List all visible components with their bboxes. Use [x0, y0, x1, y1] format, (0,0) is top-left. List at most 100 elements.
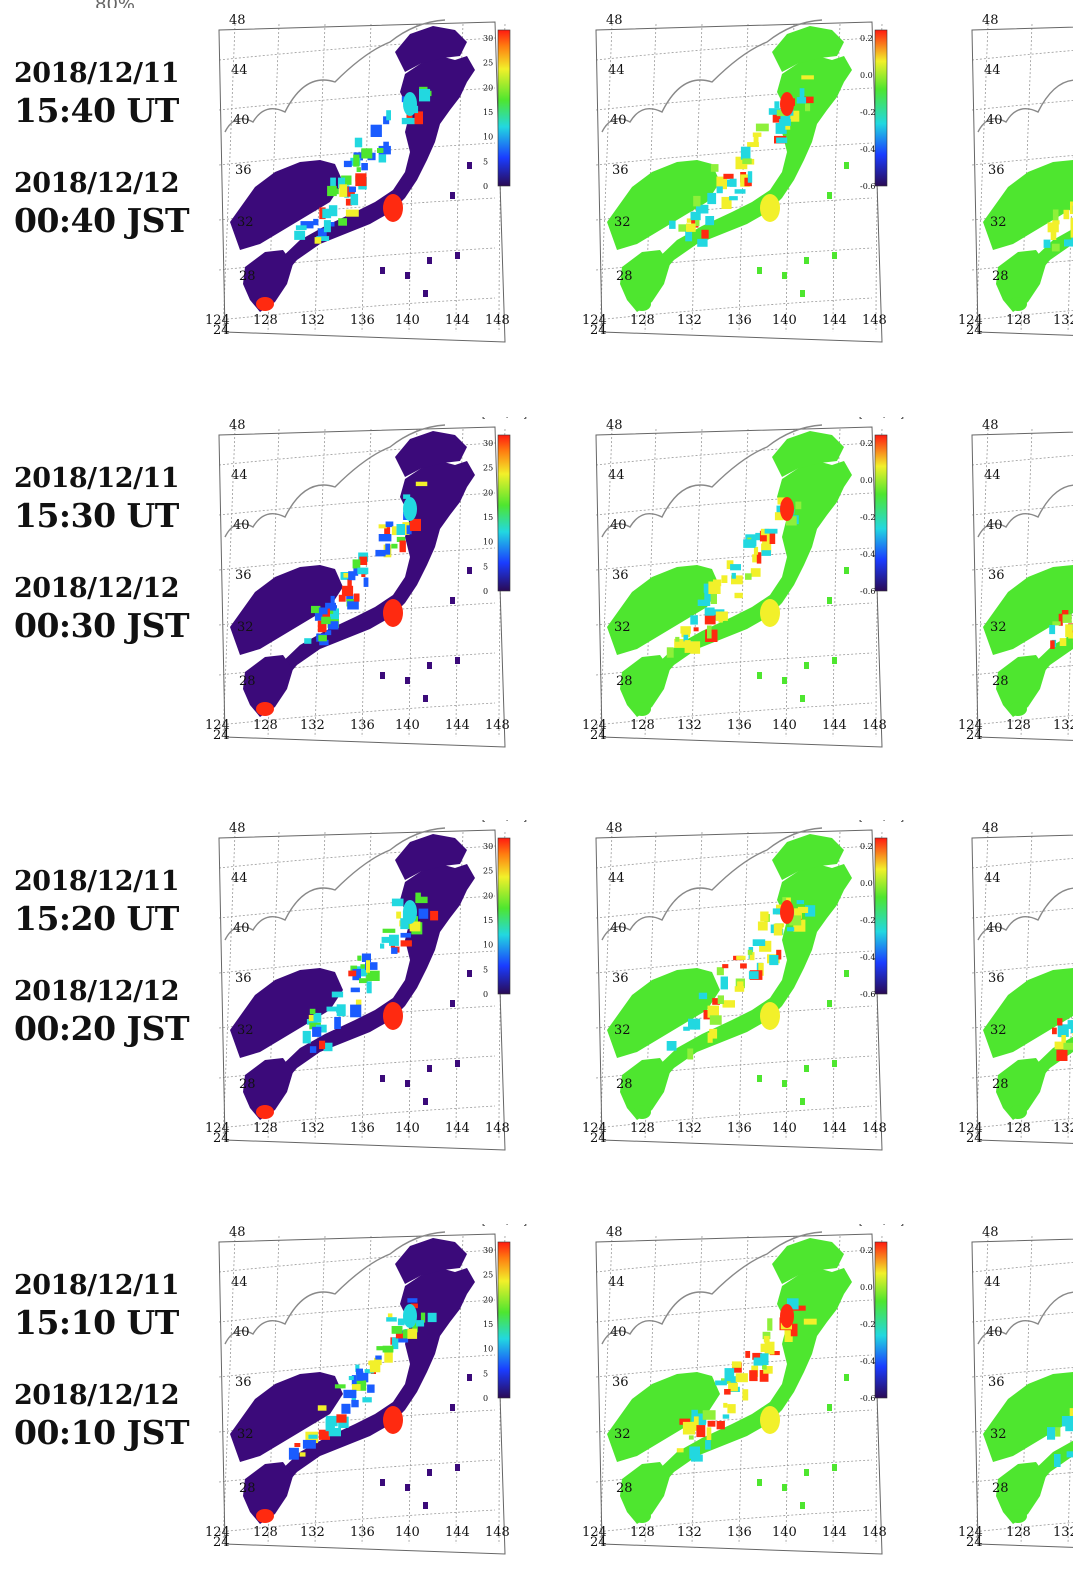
jst-time-text: 00:10 JST	[14, 1413, 190, 1452]
land-area	[243, 250, 293, 312]
lat-tick-label: 24	[213, 323, 230, 338]
lon-tick-label: 136	[727, 718, 752, 733]
lon-tick-label: 124	[205, 313, 230, 328]
lat-tick-label: 36	[988, 163, 1005, 178]
label-spacer	[14, 939, 204, 975]
lon-tick-label: 128	[253, 718, 278, 733]
lon-tick-label: 128	[253, 313, 278, 328]
tec-map-panel: 0.2 0.0 -0.2 -0.4 -0.6 48 44 40 36 32 28 124 128 132 1…	[582, 1224, 904, 1555]
lat-tick-label: 32	[614, 620, 631, 635]
lat-tick-label: 24	[590, 323, 607, 338]
lat-tick-label: 40	[233, 921, 250, 936]
ut-time-text: 15:30 UT	[14, 496, 179, 535]
colorbar	[874, 1241, 888, 1399]
lon-tick-label: 144	[822, 1121, 847, 1136]
lat-tick-label: 32	[237, 620, 254, 635]
land-area	[395, 431, 467, 477]
land-area	[772, 1238, 844, 1284]
colorbar-tick-label: -0.6	[860, 182, 875, 191]
colorbar-tick-label: -0.4	[860, 550, 875, 559]
lon-tick-label: 136	[350, 313, 375, 328]
ut-date-text: 2018/12/11	[14, 1270, 180, 1301]
colorbar	[497, 29, 511, 187]
land-area	[772, 834, 844, 880]
lon-tick-label: 132	[677, 313, 702, 328]
lat-tick-label: 44	[984, 1275, 1001, 1290]
lat-tick-label: 44	[608, 468, 625, 483]
ut-date-text: 2018/12/11	[14, 58, 180, 89]
lat-tick-label: 44	[231, 1275, 248, 1290]
panel-title: 15:20:0	[998, 789, 1064, 809]
lon-tick-label: 124	[958, 718, 983, 733]
panel-title: 15:30:00(UT) 12/11 2018	[245, 386, 463, 406]
lat-tick-label: 28	[616, 1077, 633, 1092]
lon-tick-label: 132	[1053, 1525, 1073, 1540]
colorbar-tick-label: 15	[483, 513, 493, 522]
lon-tick-label: 132	[1053, 1121, 1073, 1136]
lat-tick-label: 32	[237, 1023, 254, 1038]
land-area	[996, 1058, 1046, 1120]
land-area	[996, 655, 1046, 717]
colorbar-tick-label: 10	[483, 538, 493, 547]
lon-tick-label: 128	[1006, 718, 1031, 733]
jst-time-text: 00:30 JST	[14, 606, 190, 645]
land-area	[772, 26, 844, 72]
lat-tick-label: 24	[213, 1131, 230, 1146]
land-area	[607, 565, 720, 655]
lat-tick-label: 32	[614, 1023, 631, 1038]
lon-tick-label: 132	[677, 1525, 702, 1540]
colorbar	[497, 1241, 511, 1399]
lon-tick-label: 140	[772, 313, 797, 328]
lat-tick-label: 48	[229, 821, 246, 836]
colorbar-tick-label: 15	[483, 108, 493, 117]
lon-tick-label: 136	[350, 1525, 375, 1540]
lon-tick-label: 132	[300, 718, 325, 733]
tec-map-panel: 4844403632281241281321361401441482415:30…	[958, 418, 1073, 743]
land-area	[607, 160, 720, 250]
lon-tick-label: 124	[582, 1525, 607, 1540]
tec-map-panel: 0.2 0.0 -0.2 -0.4 -0.6 48 44 40 36 32 28 124 128 132 1…	[582, 13, 888, 343]
lat-tick-label: 32	[990, 620, 1007, 635]
lon-tick-label: 136	[727, 1121, 752, 1136]
lat-tick-label: 48	[229, 418, 246, 433]
lon-tick-label: 124	[582, 1121, 607, 1136]
lat-tick-label: 36	[235, 1375, 252, 1390]
lon-tick-label: 124	[205, 1525, 230, 1540]
lat-tick-label: 24	[590, 728, 607, 743]
lat-tick-label: 48	[982, 821, 999, 836]
colorbar-tick-label: 10	[483, 941, 493, 950]
tec-map-panel: 30 25 20 15 10 5 0 48 44 40 36 32 28 124 128 132 136 140 1…	[205, 386, 527, 748]
lat-tick-label: 36	[612, 568, 629, 583]
tec-map-panel: 30 25 20 15 10 5 0 48 44 40 36 32 28 124 128 132 136 140 1…	[205, 13, 511, 343]
land-area	[243, 655, 293, 717]
ut-time-text: 15:10 UT	[14, 1303, 179, 1342]
lon-tick-label: 140	[772, 718, 797, 733]
lat-tick-label: 28	[239, 674, 256, 689]
land-area	[983, 565, 1073, 655]
colorbar	[874, 434, 888, 592]
colorbar-tick-label: 20	[483, 891, 493, 900]
lon-tick-label: 144	[822, 313, 847, 328]
lat-tick-label: 44	[984, 63, 1001, 78]
lat-tick-label: 44	[608, 63, 625, 78]
colorbar-tick-label: 0.2	[860, 34, 873, 43]
colorbar-title: TEC [10¹⁶/m²]	[457, 409, 527, 420]
land-area	[395, 834, 467, 880]
lat-tick-label: 36	[988, 568, 1005, 583]
land-area	[996, 250, 1046, 312]
panel-title: 15:20:00(UT) 12/11 2018	[622, 789, 840, 809]
lat-tick-label: 40	[986, 921, 1003, 936]
land-area	[620, 250, 670, 312]
colorbar-tick-label: -0.2	[860, 513, 875, 522]
row-time-label: 2018/12/11 15:40 UT 2018/12/12 00:40 JST	[14, 57, 204, 241]
colorbar-tick-label: 0.0	[860, 476, 873, 485]
lat-tick-label: 44	[231, 63, 248, 78]
lon-tick-label: 144	[822, 718, 847, 733]
lat-tick-label: 48	[606, 821, 623, 836]
colorbar-tick-label: 25	[483, 1271, 493, 1280]
colorbar-tick-label: 0	[483, 990, 488, 999]
lat-tick-label: 24	[213, 728, 230, 743]
land-area	[654, 1268, 852, 1486]
lat-tick-label: 28	[239, 269, 256, 284]
